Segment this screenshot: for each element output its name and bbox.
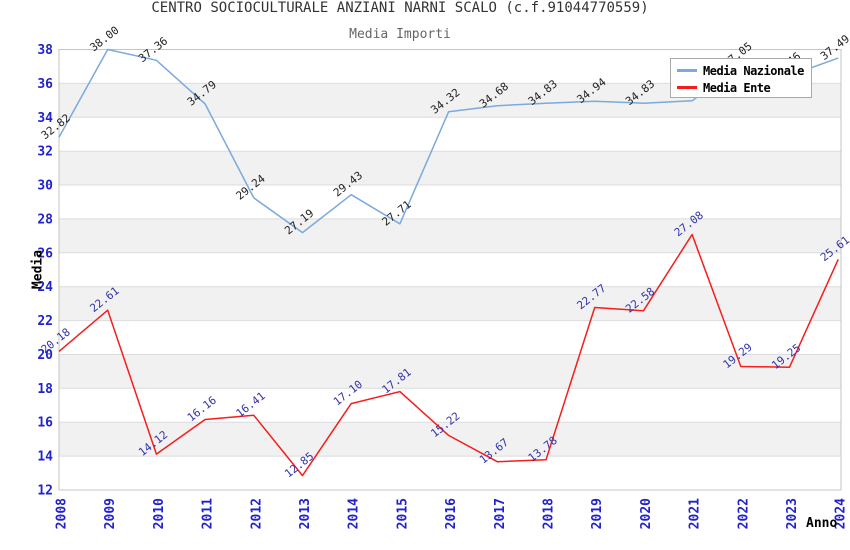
x-tick-label: 2021 [688,498,703,529]
x-tick-labels: 2008 2009 2010 2011 2012 2013 2014 2015 2016 2017… [55,498,849,529]
point-label: 37.49 [818,32,850,63]
y-tick-label: 34 [37,111,53,126]
plot-border [58,49,842,491]
y-axis-title: Media [30,249,46,290]
point-label: 16.16 [185,394,219,425]
series-line-media-ente [58,233,839,477]
legend-item-media-ente: Media Ente [677,79,811,96]
y-tick-label: 12 [37,484,53,499]
x-tick-label: 2012 [249,498,264,529]
y-tick-label: 24 [37,280,53,295]
x-tick-label: 2020 [639,498,654,529]
y-tick-label: 32 [37,145,53,160]
y-tick-label: 20 [37,348,53,363]
y-tick-label: 16 [37,416,53,431]
y-tick-label: 18 [37,382,53,397]
chart-title: CENTRO SOCIOCULTURALE ANZIANI NARNI SCAL… [151,0,649,16]
y-tick-label: 14 [37,450,53,465]
legend-item-media-nazionale: Media Nazionale [677,62,811,79]
x-tick-label: 2023 [785,498,800,529]
legend: Media Nazionale Media Ente [670,58,812,98]
x-tick-label: 2009 [103,498,118,529]
x-tick-label: 2013 [298,498,313,529]
legend-swatch-ente-icon [677,86,697,89]
x-tick-label: 2022 [736,498,751,529]
x-axis-title: Anno [806,516,838,531]
x-tick-label: 2017 [493,498,508,529]
x-tick-label: 2011 [201,498,216,529]
y-tick-labels: 38 36 34 32 30 28 26 24 22 20 18 16 14 12 [37,43,53,499]
x-tick-label: 2008 [55,498,70,529]
x-tick-label: 2016 [444,498,459,529]
y-tick-label: 36 [37,77,53,92]
x-tick-label: 2024 [834,498,849,529]
x-tick-label: 2014 [347,498,362,529]
x-tick-label: 2010 [152,498,167,529]
legend-label: Media Nazionale [703,63,804,78]
y-tick-label: 22 [37,314,53,329]
y-tick-label: 26 [37,246,53,261]
y-tick-label: 28 [37,212,53,227]
x-tick-label: 2015 [395,498,410,529]
y-tick-label: 30 [37,179,53,194]
chart-subtitle: Media Importi [349,27,451,42]
legend-label: Media Ente [703,80,771,95]
plot-bands [59,83,841,457]
y-tick-label: 38 [37,43,53,58]
x-tick-label: 2019 [590,498,605,529]
x-tick-label: 2018 [542,498,557,529]
legend-swatch-nazionale-icon [677,69,697,72]
